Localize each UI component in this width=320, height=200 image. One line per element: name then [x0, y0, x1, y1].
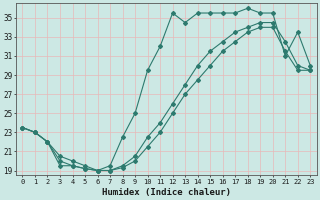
X-axis label: Humidex (Indice chaleur): Humidex (Indice chaleur)	[102, 188, 231, 197]
